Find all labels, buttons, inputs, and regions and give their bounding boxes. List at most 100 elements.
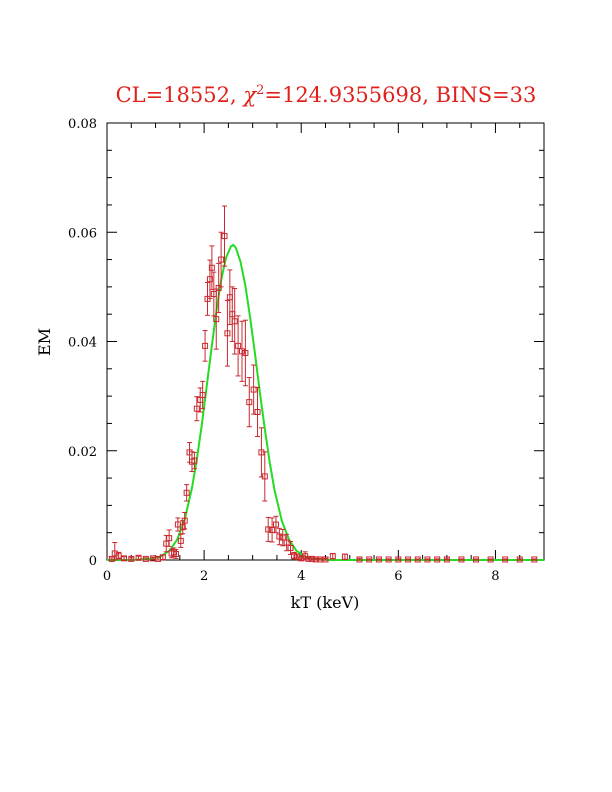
data-point [366,556,373,563]
x-axis-label: kT (keV) [291,593,360,612]
fit-curve [107,243,544,561]
data-marker [356,556,363,563]
data-point [218,231,225,288]
y-tick-label: 0.06 [68,226,97,241]
data-point [290,551,297,560]
x-tick-label: 4 [297,569,305,584]
title-suffix: =124.9355698, BINS=33 [264,83,536,107]
data-marker [290,552,297,559]
data-point [424,556,431,563]
y-tick-label: 0 [89,554,97,569]
x-tick-label: 2 [200,569,208,584]
data-point [159,554,166,561]
data-point [265,516,272,542]
data-point [261,451,268,502]
data-point [221,205,228,267]
data-point [238,320,245,382]
data-point [375,556,382,563]
data-point [414,556,421,563]
data-point [254,386,261,438]
data-marker [193,405,200,412]
data-marker [204,295,211,302]
y-tick-label: 0.04 [68,336,97,351]
data-marker [191,457,198,464]
data-point [283,533,290,552]
data-point [202,330,209,362]
data-point [258,427,265,478]
data-point [199,380,206,410]
title-chi-superscript: 2 [256,83,264,98]
data-marker [215,284,222,291]
data-marker [502,556,509,563]
data-marker [434,556,441,563]
data-point [272,515,279,534]
data-point [279,528,286,547]
data-point [316,556,323,563]
data-marker [385,556,392,563]
data-point [135,554,142,561]
data-point [322,556,329,563]
data-point [181,511,188,530]
x-tick-label: 8 [491,569,499,584]
data-point [166,529,173,547]
data-marker [312,556,319,563]
chart-title: CL=18552, χ2=124.9355698, BINS=33 [116,83,537,107]
data-marker [287,544,294,551]
data-point [177,533,184,548]
data-marker [120,555,127,562]
data-marker [424,556,431,563]
data-marker [395,556,402,563]
data-marker [305,555,312,562]
data-point [356,556,363,563]
data-marker [272,521,279,528]
data-point [128,555,135,562]
data-marker [179,524,186,531]
data-point [516,556,523,563]
data-marker [443,556,450,563]
data-marker [316,556,323,563]
data-marker [235,342,242,349]
data-marker [258,449,265,456]
data-marker [183,489,190,496]
data-point [183,484,190,502]
data-point [531,556,538,563]
data-point [172,549,179,559]
data-point [458,556,465,563]
data-marker [202,342,209,349]
data-point [206,259,213,299]
data-marker [246,399,253,406]
data-point [191,451,198,470]
data-marker [405,556,412,563]
data-point [224,300,231,367]
title-chi-symbol: χ [241,83,257,107]
data-point [250,364,257,415]
data-point [235,315,242,377]
data-marker [254,408,261,415]
data-marker [166,535,173,542]
data-point [120,555,127,562]
data-point [269,517,276,543]
data-point [487,556,494,563]
data-point [405,556,412,563]
data-marker [224,330,231,337]
data-marker [242,349,249,356]
data-point [174,517,181,532]
data-marker [218,256,225,263]
data-marker [366,556,373,563]
data-marker [261,473,268,480]
data-layer [108,205,538,563]
data-marker [231,318,238,325]
data-point [246,377,253,428]
data-point [276,527,283,546]
data-marker [221,233,228,240]
data-point [142,555,149,562]
data-marker [308,555,315,562]
data-marker [458,556,465,563]
data-marker [206,276,213,283]
data-point [329,552,336,560]
data-marker [177,537,184,544]
data-point [443,556,450,563]
data-marker [159,554,166,561]
data-marker [414,556,421,563]
